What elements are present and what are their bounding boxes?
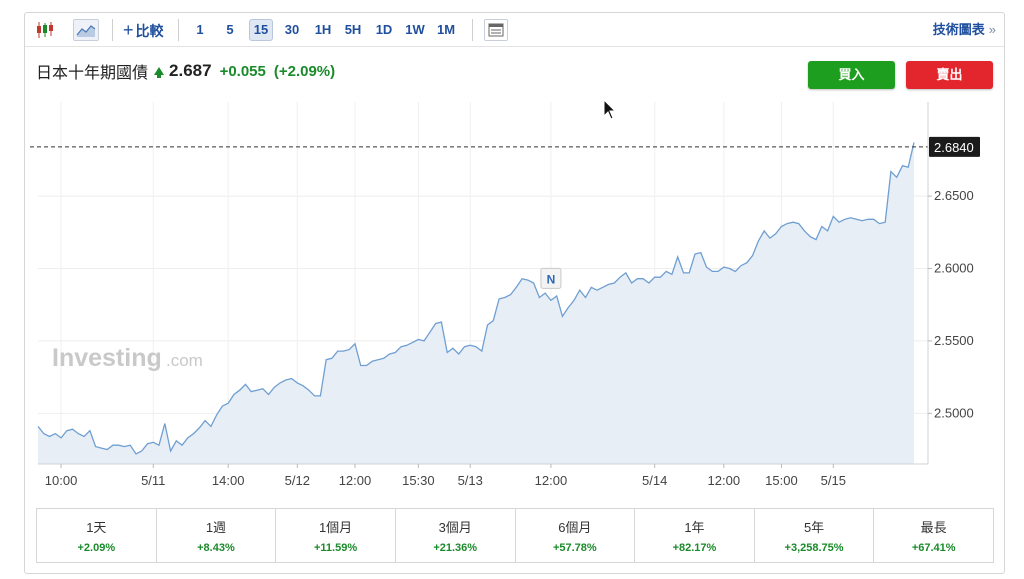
performance-value: +21.36% <box>433 542 478 554</box>
last-value-label: 2.6840 <box>934 140 974 155</box>
performance-cell-1m[interactable]: 1個月 +11.59% <box>276 509 396 562</box>
y-axis: 2.5000 2.5500 2.6000 2.6500 2.6840 <box>927 102 980 464</box>
x-tick-label: 5/13 <box>458 473 483 488</box>
y-tick-label: 2.6000 <box>934 261 974 276</box>
event-marker-box <box>540 267 562 289</box>
y-tick-label: 2.5000 <box>934 405 974 420</box>
interval-15[interactable]: 15 <box>249 19 273 41</box>
interval-1w[interactable]: 1W <box>405 22 425 37</box>
double-chevron-right-icon: » <box>988 22 996 37</box>
price-area-fill <box>38 142 914 464</box>
interval-1m[interactable]: 1M <box>436 22 456 37</box>
performance-period: 5年 <box>803 520 825 535</box>
compare-button[interactable]: + 比較 <box>123 19 164 41</box>
last-price: 2.687 <box>169 61 212 80</box>
x-axis: 10:00 5/11 14:00 5/12 12:00 15:30 5/13 12:00 5/1… <box>38 463 928 488</box>
technical-chart-label: 技術圖表 <box>932 22 985 37</box>
x-tick-label: 14:00 <box>212 473 245 488</box>
x-tick-label: 5/11 <box>141 473 165 488</box>
quote-header: 日本十年期國債 2.687 +0.055 (+2.09%) <box>36 59 335 83</box>
arrow-up-icon <box>154 67 165 78</box>
performance-period: 1天 <box>86 520 107 535</box>
price-change: +0.055 <box>219 62 266 80</box>
performance-table: 1天 +2.09% 1週 +8.43% 1個月 +11.59% 3個月 +21.… <box>36 508 994 563</box>
y-tick-label: 2.6500 <box>934 188 974 203</box>
performance-cell-1y[interactable]: 1年 +82.17% <box>635 509 755 562</box>
watermark-suffix: .com <box>166 351 203 370</box>
interval-1[interactable]: 1 <box>196 22 204 37</box>
performance-cell-1d[interactable]: 1天 +2.09% <box>37 509 157 562</box>
x-tick-label: 12:00 <box>339 473 372 488</box>
watermark-brand: Investing <box>52 344 162 372</box>
performance-value: +67.41% <box>911 542 956 554</box>
interval-30[interactable]: 30 <box>284 22 300 37</box>
event-marker[interactable]: N <box>540 267 562 289</box>
performance-period: 1週 <box>205 520 227 535</box>
layout-icon[interactable] <box>484 19 508 41</box>
x-tick-label: 5/15 <box>821 473 846 488</box>
x-tick-label: 5/14 <box>642 473 667 488</box>
x-tick-label: 15:00 <box>765 473 798 488</box>
toolbar-divider <box>112 19 113 41</box>
buy-button[interactable]: 買入 <box>808 61 895 89</box>
performance-cell-1w[interactable]: 1週 +8.43% <box>157 509 277 562</box>
interval-5h[interactable]: 5H <box>344 22 362 37</box>
interval-5[interactable]: 5 <box>226 22 234 37</box>
performance-value: +11.59% <box>314 542 358 554</box>
interval-1d[interactable]: 1D <box>375 22 393 37</box>
toolbar-divider <box>178 19 179 41</box>
x-tick-label: 12:00 <box>535 473 568 488</box>
performance-period: 最長 <box>920 520 947 535</box>
x-tick-label: 5/12 <box>285 473 310 488</box>
price-chart[interactable]: Investing .com 2.50002.55002.60002.65002… <box>0 0 1024 500</box>
performance-value: +3,258.75% <box>784 542 844 554</box>
performance-value: +8.43% <box>197 542 235 554</box>
plus-icon: + <box>123 20 134 40</box>
area-chart-icon[interactable] <box>73 19 99 41</box>
x-tick-label: 15:30 <box>402 473 435 488</box>
sell-button[interactable]: 賣出 <box>906 61 993 89</box>
toolbar-divider <box>472 19 473 41</box>
performance-period: 1個月 <box>318 520 353 535</box>
performance-value: +82.17% <box>672 542 717 554</box>
x-tick-label: 10:00 <box>45 473 78 488</box>
price-line <box>37 142 915 455</box>
instrument-name: 日本十年期國債 <box>36 65 149 82</box>
last-value-badge <box>929 136 980 157</box>
performance-cell-max[interactable]: 最長 +67.41% <box>874 509 993 562</box>
chart-toolbar: + 比較 1 5 15 30 1H 5H 1D 1W 1M 技術圖表» <box>25 13 1004 47</box>
performance-cell-5y[interactable]: 5年 +3,258.75% <box>755 509 875 562</box>
performance-period: 1年 <box>684 520 705 535</box>
technical-chart-link[interactable]: 技術圖表» <box>933 19 996 41</box>
compare-label: 比較 <box>135 23 164 39</box>
candlestick-icon[interactable] <box>33 19 57 41</box>
performance-value: +57.78% <box>552 542 597 554</box>
event-marker-label: N <box>547 272 556 286</box>
performance-cell-3m[interactable]: 3個月 +21.36% <box>396 509 516 562</box>
performance-period: 6個月 <box>558 520 592 535</box>
mouse-cursor-icon <box>603 99 617 120</box>
price-change-percent: (+2.09%) <box>273 62 336 80</box>
performance-cell-6m[interactable]: 6個月 +57.78% <box>516 509 636 562</box>
performance-value: +2.09% <box>77 542 116 554</box>
y-tick-label: 2.5500 <box>934 333 974 348</box>
interval-1h[interactable]: 1H <box>314 22 332 37</box>
x-tick-label: 12:00 <box>708 473 741 488</box>
performance-period: 3個月 <box>438 520 472 535</box>
